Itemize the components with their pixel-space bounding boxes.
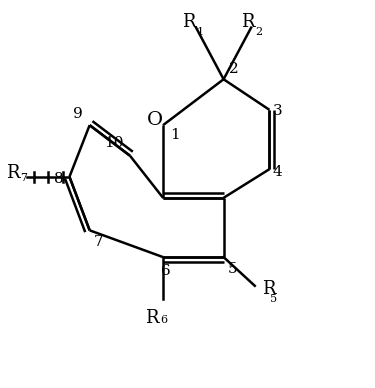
Text: 9: 9 <box>73 107 83 121</box>
Text: 4: 4 <box>272 165 282 179</box>
Text: R: R <box>145 310 159 327</box>
Text: 5: 5 <box>227 262 237 276</box>
Text: 6: 6 <box>161 263 171 277</box>
Text: 5: 5 <box>270 294 278 304</box>
Text: 1: 1 <box>197 27 204 37</box>
Text: 2: 2 <box>255 27 262 37</box>
Text: R: R <box>182 13 195 31</box>
Text: 1: 1 <box>170 128 179 142</box>
Text: R: R <box>6 164 19 182</box>
Text: O: O <box>147 111 163 129</box>
Text: 6: 6 <box>160 315 167 325</box>
Text: R: R <box>262 280 276 298</box>
Text: 3: 3 <box>272 104 282 118</box>
Text: 7: 7 <box>20 173 27 183</box>
Text: R: R <box>241 13 254 31</box>
Text: 10: 10 <box>104 136 123 150</box>
Text: 7: 7 <box>94 235 104 249</box>
Text: 8: 8 <box>54 172 63 186</box>
Text: 2: 2 <box>229 62 239 76</box>
